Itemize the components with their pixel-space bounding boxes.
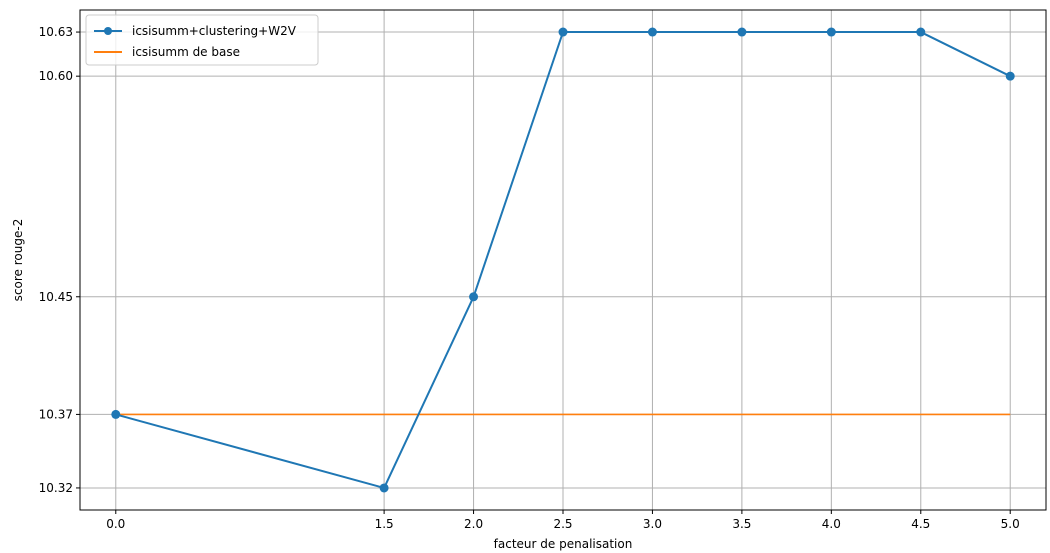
y-tick-label: 10.37 <box>39 407 73 421</box>
legend-marker <box>104 27 112 35</box>
data-point <box>647 27 657 37</box>
data-point <box>1005 71 1015 81</box>
y-axis-label: score rouge-2 <box>11 219 25 302</box>
y-tick-label: 10.32 <box>39 481 73 495</box>
legend-label: icsisumm+clustering+W2V <box>132 24 297 38</box>
data-point <box>379 483 389 493</box>
axis-ticks: 0.0 1.5 2.0 2.5 3.0 3.5 4.0 4.5 5.0 10.32 10.37 10.… <box>39 25 1020 531</box>
legend: icsisumm+clustering+W2V icsisumm de base <box>85 14 319 66</box>
x-tick-label: 2.5 <box>553 517 572 531</box>
data-point <box>737 27 747 37</box>
grid <box>80 10 1046 510</box>
x-tick-label: 4.5 <box>911 517 930 531</box>
data-point <box>916 27 926 37</box>
series-layer <box>111 27 1015 493</box>
x-tick-label: 4.0 <box>822 517 841 531</box>
x-tick-label: 2.0 <box>464 517 483 531</box>
x-tick-label: 5.0 <box>1001 517 1020 531</box>
data-point <box>558 27 568 37</box>
legend-label: icsisumm de base <box>132 45 240 59</box>
y-tick-label: 10.63 <box>39 25 73 39</box>
legend-box <box>85 14 319 66</box>
y-tick-label: 10.45 <box>39 290 73 304</box>
x-tick-label: 0.0 <box>106 517 125 531</box>
x-tick-label: 3.5 <box>732 517 751 531</box>
data-point <box>111 409 121 419</box>
x-tick-label: 3.0 <box>643 517 662 531</box>
x-tick-label: 1.5 <box>375 517 394 531</box>
y-tick-label: 10.60 <box>39 69 73 83</box>
data-point <box>826 27 836 37</box>
x-axis-label: facteur de penalisation <box>494 537 633 551</box>
data-point <box>469 292 479 302</box>
